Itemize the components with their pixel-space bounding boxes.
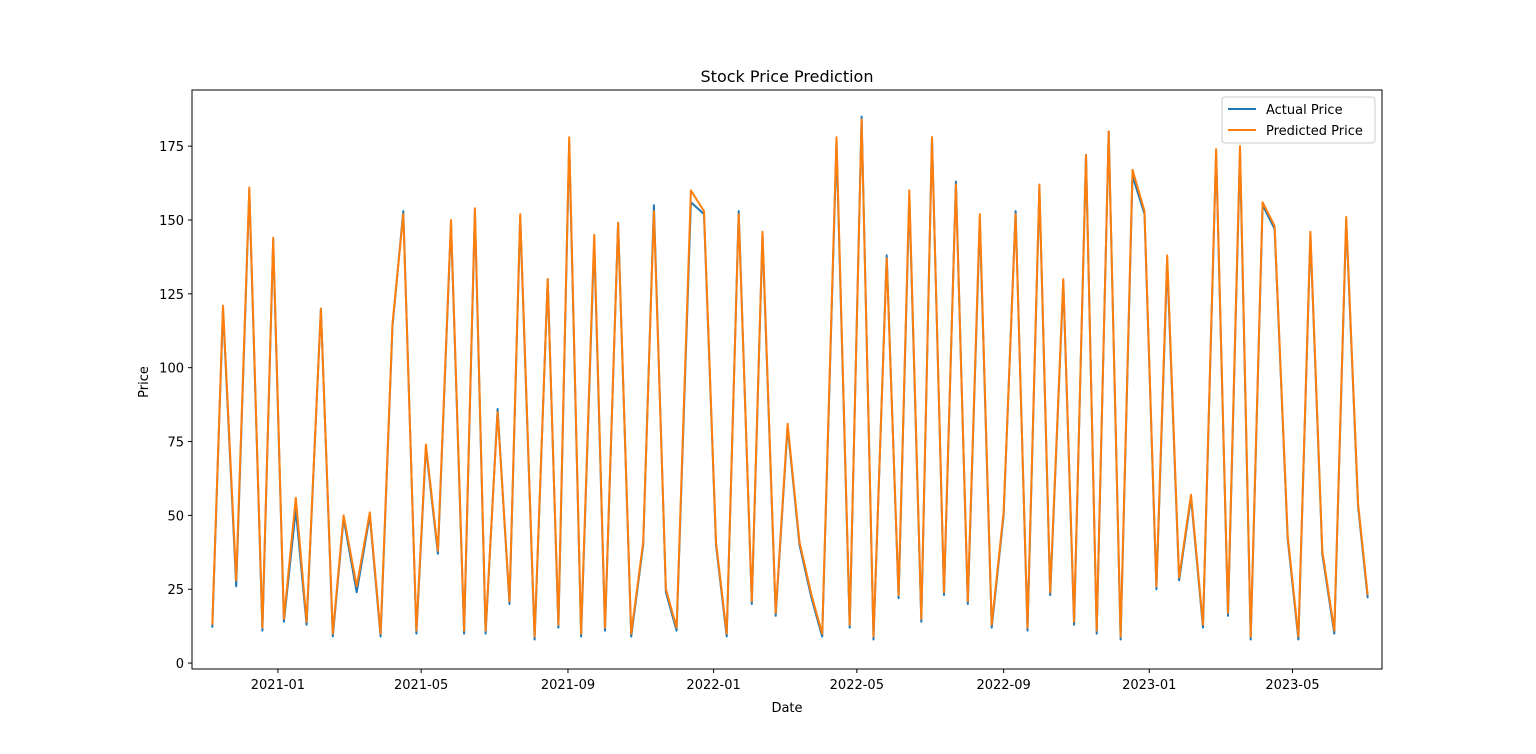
y-axis-label: Price [137,366,152,398]
y-tick-label: 175 [159,140,184,155]
series-line-actual-price [211,115,1369,641]
x-tick-label: 2021-09 [541,678,595,693]
x-tick-label: 2022-09 [976,678,1030,693]
y-axis: 0 25 50 75 100 125 150 175 [159,140,192,672]
x-tick-label: 2022-05 [830,678,884,693]
y-tick-label: 125 [159,288,184,303]
x-tick-label: 2022-01 [686,678,740,693]
y-tick-label: 75 [167,436,184,451]
y-tick-label: 0 [176,657,184,672]
x-axis: 2021-01 2021-05 2021-09 2022-01 2022-05 2022-… [251,669,1320,693]
chart-title: Stock Price Prediction [701,67,874,86]
x-tick-label: 2021-05 [394,678,448,693]
y-tick-label: 25 [167,583,184,598]
plot-area [191,89,1383,670]
series-layer [211,115,1369,641]
x-tick-label: 2023-01 [1122,678,1176,693]
x-tick-label: 2023-05 [1265,678,1319,693]
x-axis-label: Date [771,701,802,716]
legend: Actual Price Predicted Price [1221,96,1376,144]
legend-box [1221,96,1376,144]
legend-label-predicted: Predicted Price [1266,124,1363,139]
x-tick-label: 2021-01 [251,678,305,693]
series-line-predicted-price [211,118,1369,638]
y-tick-label: 150 [159,214,184,229]
legend-label-actual: Actual Price [1266,103,1343,118]
y-tick-label: 50 [167,509,184,524]
y-tick-label: 100 [159,362,184,377]
